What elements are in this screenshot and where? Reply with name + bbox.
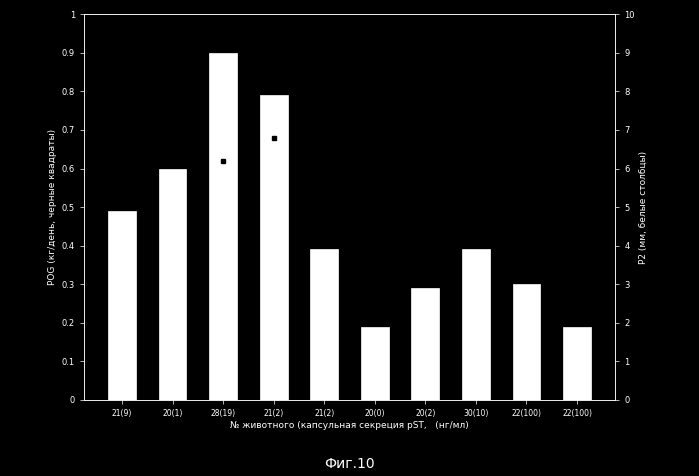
Y-axis label: Р2 (мм, белые столбцы): Р2 (мм, белые столбцы) [639,150,648,264]
Bar [260,95,287,400]
Bar [462,249,490,400]
Bar [361,327,389,400]
X-axis label: № животного (капсульная секреция рST,   (нг/мл): № животного (капсульная секреция рST, (н… [230,421,469,430]
Text: Фиг.10: Фиг.10 [324,457,375,471]
Bar [512,284,540,400]
Bar [563,327,591,400]
Bar [310,249,338,400]
Bar [159,169,187,400]
Bar [412,288,439,400]
Y-axis label: РОG (кг/день, черные квадраты): РОG (кг/день, черные квадраты) [48,129,57,285]
Bar [108,211,136,400]
Bar [209,53,237,400]
